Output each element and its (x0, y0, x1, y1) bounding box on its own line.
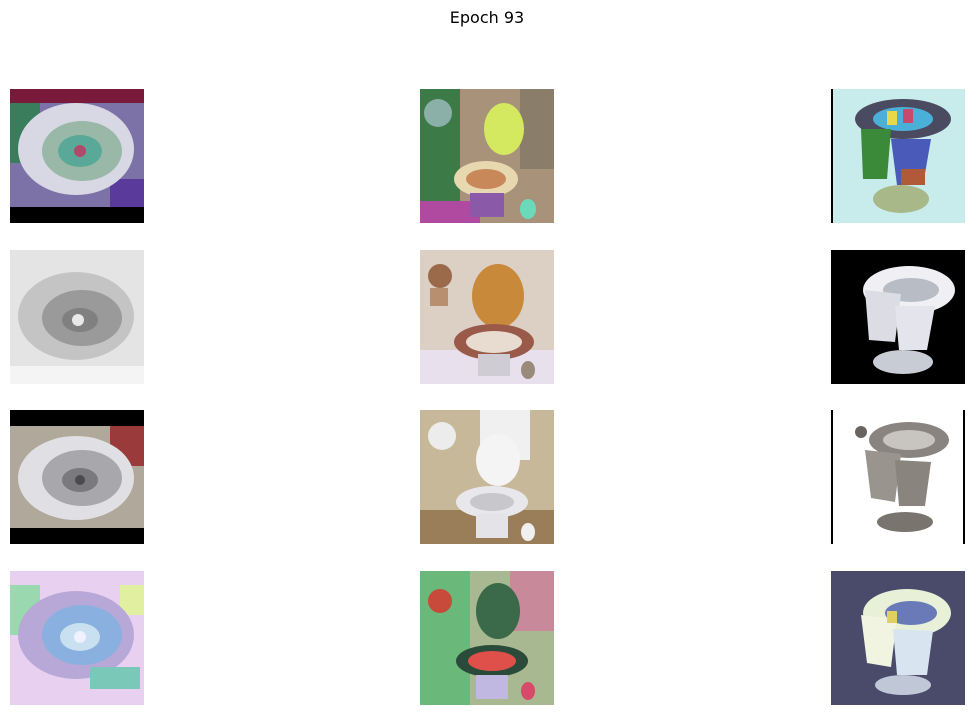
tile-r2-c1 (420, 410, 554, 544)
tile-r3-c1 (420, 571, 554, 705)
photo-image (10, 410, 144, 544)
tile-r0-c1 (420, 89, 554, 223)
tile-r1-c0 (10, 250, 144, 384)
tile-r2-c0 (10, 410, 144, 544)
photo-image (420, 410, 554, 544)
generated-image (420, 250, 554, 384)
tile-r1-c2 (831, 250, 965, 384)
feature-map-image (420, 571, 554, 705)
feature-map-image (831, 571, 965, 705)
tile-r3-c0 (10, 571, 144, 705)
photo-image (831, 410, 965, 544)
tile-r1-c1 (420, 250, 554, 384)
generated-image (831, 250, 965, 384)
tile-r2-c2 (831, 410, 965, 544)
segmentation-image (10, 89, 144, 223)
tile-r0-c2 (831, 89, 965, 223)
feature-map-image (10, 571, 144, 705)
tile-r3-c2 (831, 571, 965, 705)
tile-r0-c0 (10, 89, 144, 223)
grayscale-image (10, 250, 144, 384)
segmentation-image (831, 89, 965, 223)
figure-title: Epoch 93 (449, 8, 525, 27)
segmentation-image (420, 89, 554, 223)
